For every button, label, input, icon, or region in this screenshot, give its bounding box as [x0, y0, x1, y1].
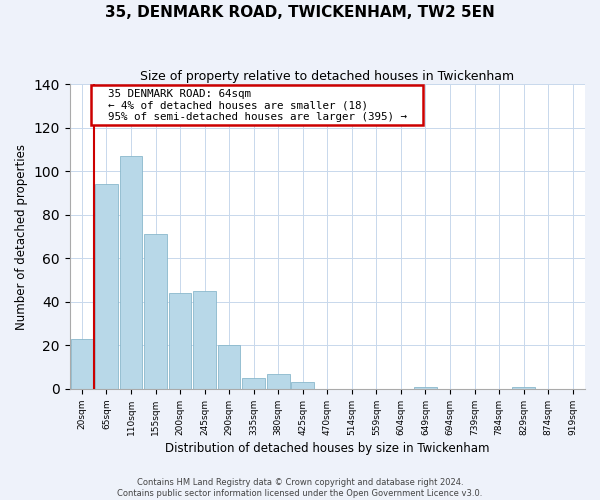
Bar [71, 339, 93, 389]
Bar [120, 156, 142, 389]
Bar [169, 293, 191, 389]
Text: 35, DENMARK ROAD, TWICKENHAM, TW2 5EN: 35, DENMARK ROAD, TWICKENHAM, TW2 5EN [105, 5, 495, 20]
Bar [512, 387, 535, 389]
Bar [144, 234, 167, 389]
Bar [218, 346, 241, 389]
Title: Size of property relative to detached houses in Twickenham: Size of property relative to detached ho… [140, 70, 514, 83]
Bar [292, 382, 314, 389]
Y-axis label: Number of detached properties: Number of detached properties [15, 144, 28, 330]
Bar [193, 291, 216, 389]
X-axis label: Distribution of detached houses by size in Twickenham: Distribution of detached houses by size … [165, 442, 490, 455]
Bar [242, 378, 265, 389]
Text: 35 DENMARK ROAD: 64sqm  
  ← 4% of detached houses are smaller (18)  
  95% of s: 35 DENMARK ROAD: 64sqm ← 4% of detached … [95, 88, 419, 122]
Bar [267, 374, 290, 389]
Bar [95, 184, 118, 389]
Text: Contains HM Land Registry data © Crown copyright and database right 2024.
Contai: Contains HM Land Registry data © Crown c… [118, 478, 482, 498]
Bar [414, 387, 437, 389]
